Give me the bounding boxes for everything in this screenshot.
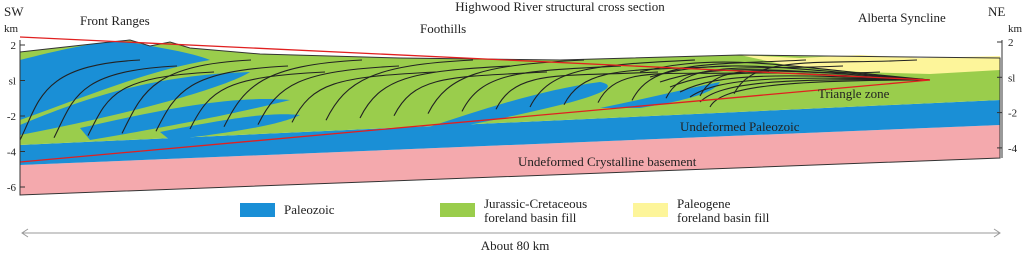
legend-swatch: [633, 203, 668, 217]
basement: [20, 125, 1000, 195]
unit-label: Triangle zone: [818, 86, 890, 101]
red-line: [19, 36, 931, 81]
thrust-sheets: [20, 41, 720, 140]
fault: [53, 65, 178, 139]
fault: [461, 65, 622, 112]
fault: [529, 59, 696, 108]
fault: [631, 59, 807, 101]
right-end: NE: [988, 4, 1005, 19]
fault: [223, 59, 363, 128]
fault: [19, 59, 141, 141]
legend-label: Paleozoic: [284, 202, 335, 217]
fault: [121, 59, 252, 134]
axis-unit: km: [1008, 23, 1023, 35]
tick-label: -2: [1008, 108, 1017, 120]
fault-lines: [19, 59, 931, 141]
region-label: Alberta Syncline: [858, 10, 946, 25]
section-outline: [19, 39, 1001, 196]
tick-label: -6: [7, 182, 17, 194]
fault: [257, 65, 400, 125]
fault: [189, 71, 326, 130]
tick-label: sl: [9, 76, 16, 88]
legend-label: Paleogene: [677, 196, 731, 211]
tick-label: -4: [1008, 143, 1018, 155]
bedding: [649, 65, 931, 81]
fault: [359, 65, 511, 119]
bedding: [659, 69, 931, 83]
fault: [87, 71, 215, 136]
tick-label: -2: [7, 111, 16, 123]
fault: [291, 71, 437, 123]
region-label: Front Ranges: [80, 13, 150, 28]
tick-label: -4: [7, 147, 17, 159]
left-end: SW: [4, 4, 24, 19]
unit-label: Undeformed Crystalline basement: [518, 154, 697, 169]
scale-label: About 80 km: [481, 238, 550, 253]
bedding: [689, 77, 931, 98]
bedding: [639, 61, 931, 81]
scale-arrows: [21, 228, 1001, 238]
unit-label: Undeformed Paleozoic: [680, 119, 800, 134]
fault: [325, 59, 474, 121]
fault: [495, 71, 659, 110]
legend-swatch: [440, 203, 475, 217]
legend-label: foreland basin fill: [677, 210, 770, 225]
fault: [155, 65, 289, 132]
red-line: [19, 79, 931, 163]
bedding: [699, 79, 931, 103]
tick-label: sl: [1008, 72, 1015, 84]
tick-label: 2: [1008, 37, 1014, 49]
axis-unit: km: [4, 23, 19, 35]
legend-label: foreland basin fill: [484, 210, 577, 225]
region-label: Foothills: [420, 21, 466, 36]
title: Highwood River structural cross section: [455, 0, 665, 14]
undeformed-paleozoic: [20, 100, 1000, 165]
legend-swatch: [240, 203, 275, 217]
bedding: [709, 79, 931, 108]
legend-label: Jurassic-Cretaceous: [484, 196, 587, 211]
fault: [393, 71, 548, 117]
tick-label: 2: [11, 40, 17, 52]
